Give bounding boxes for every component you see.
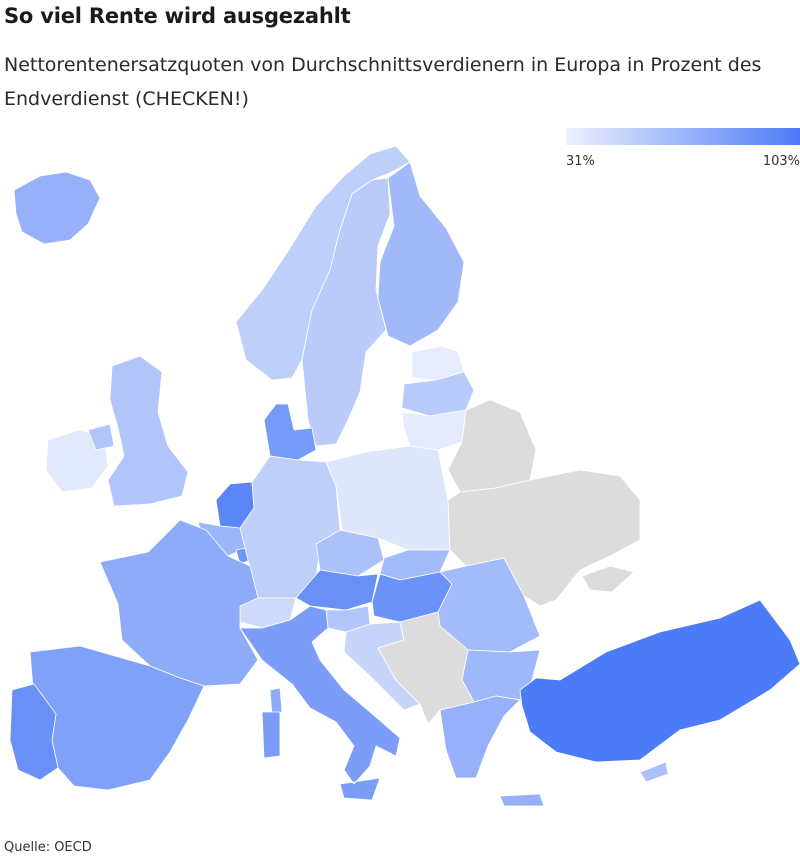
region-iceland[interactable] [13,171,101,245]
region-turkey[interactable] [519,599,800,763]
region-ukraine[interactable] [447,469,641,607]
region-greece[interactable] [439,695,545,807]
map-subtitle: Nettorentenersatzquoten von Durchschnitt… [4,54,762,110]
region-cyprus[interactable] [639,761,669,783]
region-italy[interactable] [239,605,401,801]
region-united-kingdom[interactable] [87,355,189,507]
legend-max-label: 103% [762,154,800,169]
region-latvia[interactable] [401,371,475,417]
europe-choropleth-map [9,145,800,807]
source-note: Quelle: OECD [4,840,92,855]
region-western-balkans[interactable] [377,611,475,725]
legend-gradient-bar [566,128,800,145]
region-sweden[interactable] [301,177,391,447]
legend-min-label: 31% [566,154,595,169]
region-finland[interactable] [377,161,465,347]
region-germany[interactable] [239,455,341,599]
region-portugal[interactable] [9,683,59,781]
region-ireland[interactable] [45,429,109,493]
region-belarus[interactable] [447,399,537,493]
region-lithuania[interactable] [401,409,467,451]
region-austria[interactable] [295,569,379,611]
map-title: So viel Rente wird ausgezahlt [4,4,351,28]
color-legend: 31% 103% [566,128,800,172]
